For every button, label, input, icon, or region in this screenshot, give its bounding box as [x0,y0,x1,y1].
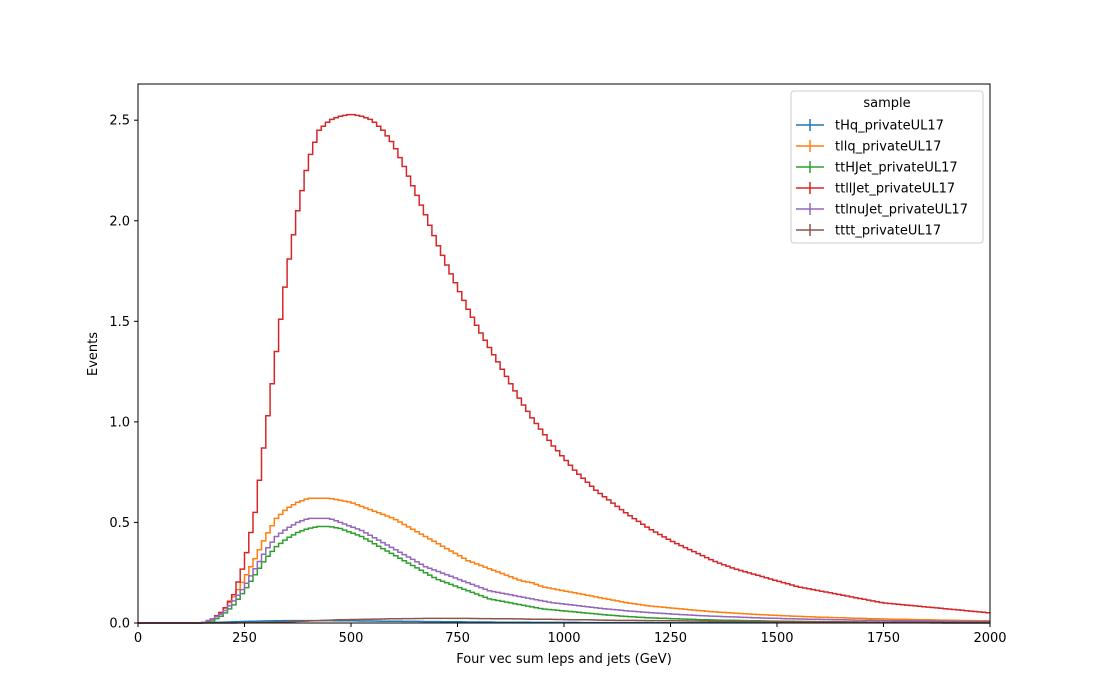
x-tick-label: 1500 [760,631,793,646]
x-tick-label: 1250 [654,631,687,646]
y-tick-label: 2.5 [109,114,130,129]
y-tick-label: 1.5 [109,315,130,330]
y-tick-label: 0.0 [109,617,130,632]
x-tick-label: 750 [445,631,470,646]
legend: sample tHq_privateUL17 tllq_privateUL17tt… [791,91,983,243]
legend-title: sample [863,96,910,111]
x-tick-label: 0 [134,631,142,646]
y-axis: 0.0 0.5 1.0 1.5 2.0 2.5 [109,114,138,632]
y-tick-label: 2.0 [109,214,130,229]
y-axis-label: Events [86,332,101,376]
legend-label: ttlnuJet_privateUL17 [835,203,968,218]
x-axis-label: Four vec sum leps and jets (GeV) [456,652,672,667]
legend-label: tttt_privateUL17 [835,224,941,239]
x-tick-label: 1000 [547,631,580,646]
y-tick-label: 1.0 [109,415,130,430]
legend-label: tllq_privateUL17 [835,140,941,155]
x-tick-label: 1750 [867,631,900,646]
x-tick-label: 2000 [973,631,1006,646]
y-tick-label: 0.5 [109,516,130,531]
legend-label: tHq_privateUL17 [835,119,944,134]
x-tick-label: 500 [339,631,364,646]
legend-label: ttHJet_privateUL17 [835,161,958,176]
legend-label: ttllJet_privateUL17 [835,182,955,197]
x-tick-label: 250 [232,631,257,646]
chart-root: 0 250 500 750 1000 1250 1500 1750 2000 0.0 0.5 1.0… [0,0,1100,700]
x-axis: 0 250 500 750 1000 1250 1500 1750 2000 [134,623,1007,646]
histogram-chart: 0 250 500 750 1000 1250 1500 1750 2000 0.0 0.5 1.0… [0,0,1100,700]
